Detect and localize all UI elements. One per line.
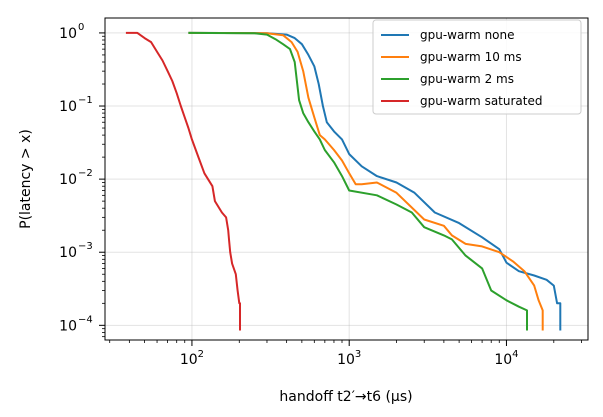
plot-frame [104, 17, 589, 341]
legend: gpu-warm none gpu-warm 10 ms gpu-warm 2 ms… [372, 19, 582, 115]
x-tick-label: 102 [180, 349, 204, 368]
y-tick-exponent: 0 [78, 22, 84, 33]
series-line-3 [188, 31, 528, 331]
y-tick-label: 10 [59, 245, 77, 261]
legend-label: gpu-warm 2 ms [420, 72, 514, 86]
series-line-1 [188, 31, 562, 331]
legend-label: gpu-warm 10 ms [420, 50, 522, 64]
y-tick-exponent: −2 [78, 168, 93, 179]
y-tick-exponent: −1 [78, 95, 93, 106]
x-axis-ticks: 102 103 104 [180, 340, 519, 368]
x-tick-label: 103 [337, 349, 361, 368]
y-tick-label: 10 [59, 26, 77, 42]
series-line-2 [188, 31, 544, 331]
y-axis-label: P(latency > x) [18, 129, 34, 229]
y-tick-label: 10 [59, 99, 77, 115]
legend-label: gpu-warm none [420, 28, 515, 42]
legend-label: gpu-warm saturated [420, 94, 542, 108]
x-tick-label: 104 [494, 349, 518, 368]
y-tick-exponent: −3 [78, 241, 93, 252]
y-tick-label: 10 [59, 172, 77, 188]
series-line-4 [125, 31, 241, 331]
y-tick-exponent: −4 [78, 314, 93, 325]
legend-box [372, 19, 582, 115]
x-axis-label: handoff t2′→t6 (µs) [279, 389, 412, 405]
y-tick-label: 10 [59, 318, 77, 334]
series-lines [125, 31, 562, 331]
